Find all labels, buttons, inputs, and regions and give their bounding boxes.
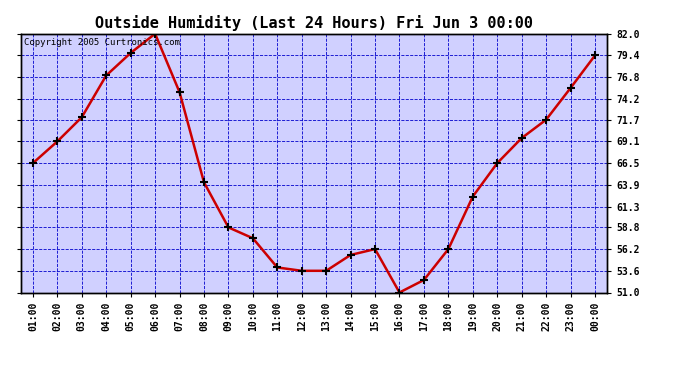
Title: Outside Humidity (Last 24 Hours) Fri Jun 3 00:00: Outside Humidity (Last 24 Hours) Fri Jun…	[95, 15, 533, 31]
Text: Copyright 2005 Curtronics.com: Copyright 2005 Curtronics.com	[23, 38, 179, 46]
